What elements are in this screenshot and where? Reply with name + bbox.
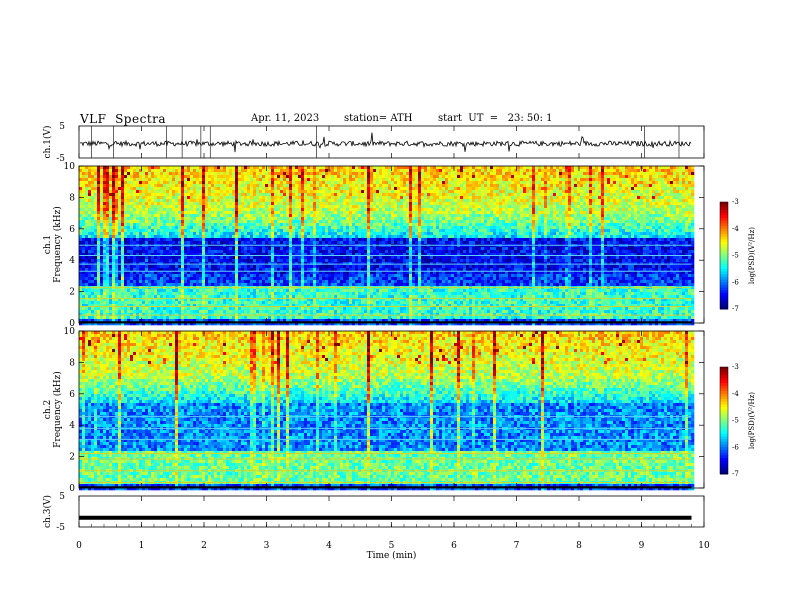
x-tick-label: 8 xyxy=(576,541,582,551)
x-tick-label: 3 xyxy=(264,541,270,551)
y-tick-label: 8 xyxy=(69,193,75,203)
colorbar-tick-label: -3 xyxy=(732,198,739,206)
y-tick-label: 0 xyxy=(69,484,75,494)
y-tick-label: 5 xyxy=(59,492,65,502)
y-tick-label: 10 xyxy=(64,327,76,337)
y-tick-label: 2 xyxy=(69,288,75,298)
y-axis-label: Frequency (kHz) xyxy=(52,371,63,448)
y-tick-label: 2 xyxy=(69,453,75,463)
y-tick-label: 5 xyxy=(59,122,65,132)
colorbar-tick-label: -7 xyxy=(732,305,739,313)
colorbar-tick-label: -5 xyxy=(732,417,739,425)
y-axis-label: ch.3(V) xyxy=(42,495,53,528)
x-tick-label: 7 xyxy=(514,541,520,551)
spectrogram-ch1 xyxy=(79,166,695,326)
colorbar-tick-label: -4 xyxy=(732,390,739,398)
y-tick-label: 4 xyxy=(69,256,75,266)
x-tick-label: 10 xyxy=(698,541,710,551)
colorbar-tick-label: -4 xyxy=(732,225,739,233)
colorbar-label: log(PSD)(V²/Hz) xyxy=(748,392,756,449)
colorbar-tick-label: -5 xyxy=(732,252,739,260)
colorbar xyxy=(719,366,729,475)
spectrogram-ch2 xyxy=(79,331,695,491)
x-tick-label: 1 xyxy=(139,541,145,551)
ch1-waveform xyxy=(79,132,692,153)
x-tick-label: 5 xyxy=(389,541,395,551)
panel-channel-label: ch.1 xyxy=(43,235,53,254)
colorbar-tick-label: -6 xyxy=(732,278,739,286)
colorbar-tick-label: -7 xyxy=(732,470,739,478)
x-axis-label: Time (min) xyxy=(367,550,417,561)
y-tick-label: 6 xyxy=(69,390,75,400)
colorbar-tick-label: -3 xyxy=(732,363,739,371)
colorbar-tick-label: -6 xyxy=(732,443,739,451)
y-tick-label: -5 xyxy=(56,523,65,533)
colorbar-label: log(PSD)(V²/Hz) xyxy=(748,227,756,284)
colorbar xyxy=(719,201,729,310)
y-axis-label: Frequency (kHz) xyxy=(52,206,63,283)
panel-channel-label: ch.2 xyxy=(43,400,53,419)
x-tick-label: 0 xyxy=(76,541,82,551)
x-tick-label: 9 xyxy=(639,541,645,551)
x-tick-label: 2 xyxy=(201,541,207,551)
y-tick-label: 4 xyxy=(69,421,75,431)
y-tick-label: 10 xyxy=(64,162,76,172)
x-tick-label: 6 xyxy=(451,541,457,551)
y-tick-label: 6 xyxy=(69,225,75,235)
y-axis-label: ch.1(V) xyxy=(42,126,53,159)
x-tick-label: 4 xyxy=(326,541,332,551)
y-tick-label: 8 xyxy=(69,358,75,368)
